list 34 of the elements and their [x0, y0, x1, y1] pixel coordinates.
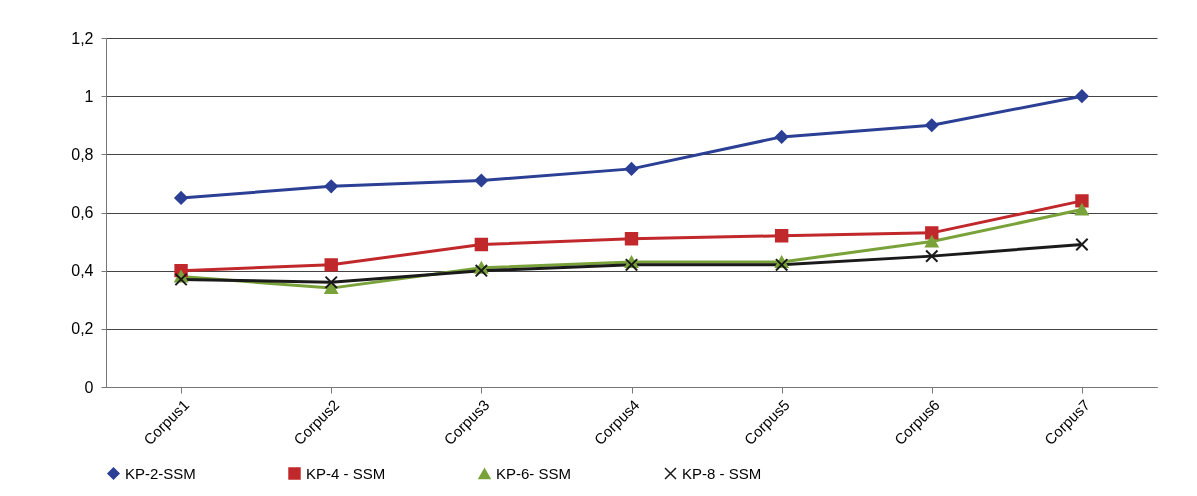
point [774, 130, 789, 144]
point [324, 282, 338, 295]
legend-label: KP-4 - SSM [306, 464, 386, 482]
point [324, 258, 338, 272]
y-tick-label: 0,6 [71, 204, 94, 221]
y-tick-label: 0,2 [71, 320, 94, 338]
point [174, 191, 188, 205]
point [925, 118, 939, 132]
point [324, 275, 338, 289]
legend-label: KP-6- SSM [496, 464, 572, 482]
point [1075, 203, 1089, 216]
point [925, 235, 939, 248]
point [774, 258, 789, 272]
legend-label: KP-8 - SSM [682, 464, 762, 482]
y-tick-label: 1 [84, 87, 94, 105]
point [925, 249, 939, 263]
y-tick-label: 0 [84, 378, 94, 396]
point [474, 173, 489, 188]
point [474, 237, 489, 252]
point [925, 226, 939, 240]
legend-label: KP-2-SSM [125, 464, 196, 482]
point [624, 162, 639, 176]
point [1075, 237, 1089, 252]
point [1075, 194, 1089, 208]
point [474, 263, 489, 278]
y-tick-label: 0,8 [71, 145, 94, 163]
point [1075, 89, 1089, 103]
point [624, 258, 639, 272]
point [624, 231, 639, 246]
point [774, 229, 789, 243]
point [174, 272, 188, 287]
y-tick-label: 0,4 [71, 262, 94, 280]
point [324, 179, 338, 194]
y-tick-label: 1,2 [71, 29, 94, 47]
